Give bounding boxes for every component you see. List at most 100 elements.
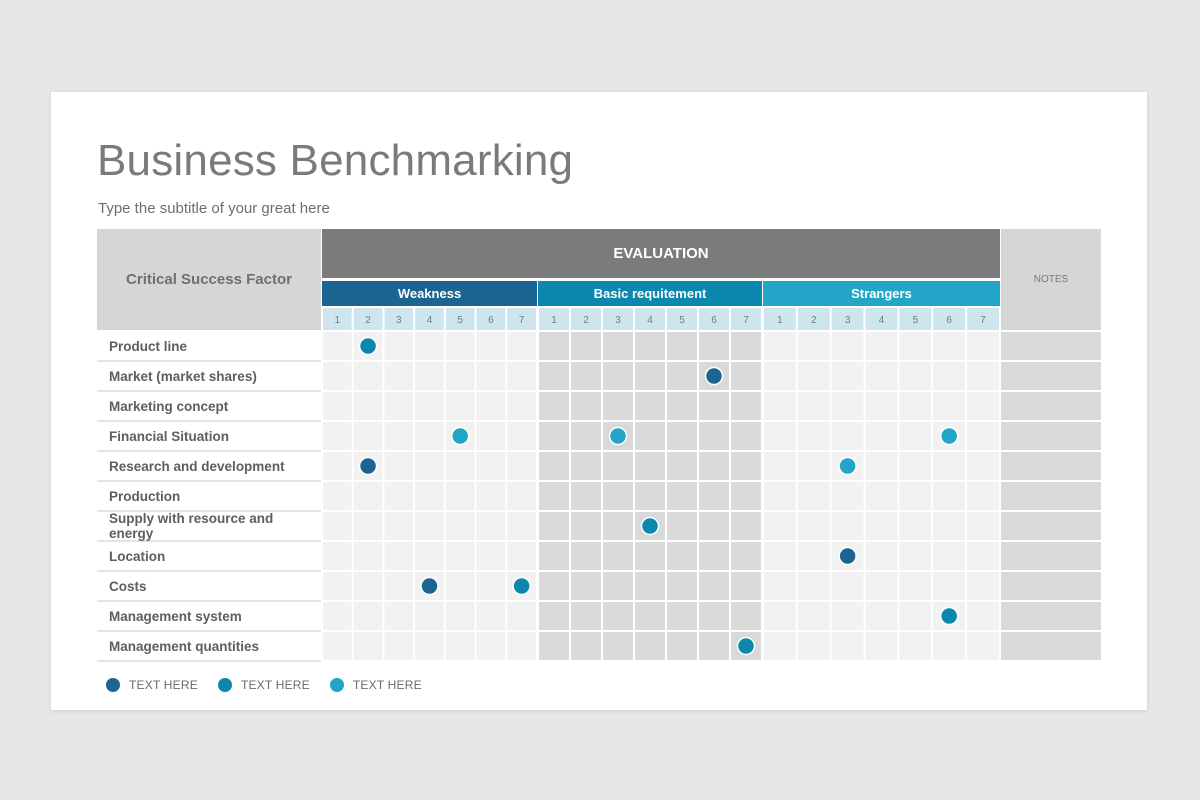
grid-cell: [571, 542, 601, 570]
notes-header: NOTES: [1001, 229, 1101, 330]
scale-cell: [797, 308, 830, 330]
grid-cell: [415, 362, 444, 390]
row-label: Supply with resource and energy: [97, 511, 321, 542]
grid-cell: [933, 362, 966, 390]
grid-cell: [699, 452, 729, 480]
grid-cell: [699, 482, 729, 510]
grid-cell: [539, 392, 569, 420]
group-header-2: Strangers: [763, 281, 1000, 306]
grid-cell: [635, 632, 665, 660]
grid-cell: [967, 392, 999, 420]
grid-cell: [933, 332, 966, 360]
grid-cell: [667, 392, 697, 420]
grid-cell: [865, 572, 898, 600]
grid-cell: [635, 392, 665, 420]
grid-cell: [353, 482, 383, 510]
grid-cell: [865, 512, 898, 540]
grid-cell: [899, 482, 932, 510]
grid-cell: [899, 602, 932, 630]
legend-label: TEXT HERE: [129, 678, 198, 692]
grid-cell: [764, 602, 796, 630]
grid-cell: [635, 572, 665, 600]
grid-cell: [797, 452, 830, 480]
grid-cell: [415, 452, 444, 480]
grid-cell: [384, 362, 414, 390]
grid-cell: [831, 602, 864, 630]
scale-label: 4: [879, 315, 885, 326]
grid-cell: [323, 512, 352, 540]
critical-success-factor-header: Critical Success Factor: [97, 229, 321, 330]
grid-cell: [699, 602, 729, 630]
grid-cell: [507, 602, 536, 630]
notes-cell: [1001, 362, 1101, 390]
scale-cell: [899, 308, 932, 330]
grid-cell: [603, 542, 633, 570]
scale-label: 6: [711, 315, 717, 326]
scale-label: 3: [396, 315, 402, 326]
scale-cell: [635, 308, 665, 330]
grid-cell: [323, 452, 352, 480]
grid-cell: [667, 482, 697, 510]
scale-cell: [967, 308, 999, 330]
grid-cell: [667, 632, 697, 660]
grid-cell: [764, 512, 796, 540]
grid-cell: [539, 512, 569, 540]
grid-cell: [445, 602, 475, 630]
grid-cell: [445, 632, 475, 660]
grid-cell: [899, 452, 932, 480]
evaluation-point: [512, 576, 531, 596]
grid-cell: [603, 572, 633, 600]
row-label: Market (market shares): [97, 362, 321, 392]
grid-cell: [731, 332, 761, 360]
row-label: Marketing concept: [97, 392, 321, 422]
grid-cell: [539, 362, 569, 390]
grid-cell: [384, 602, 414, 630]
notes-cell: [1001, 422, 1101, 450]
row-label: Management quantities: [97, 632, 321, 662]
grid-cell: [445, 362, 475, 390]
scale-cell: [415, 308, 444, 330]
grid-cell: [571, 392, 601, 420]
grid-cell: [764, 362, 796, 390]
grid-cell: [323, 482, 352, 510]
grid-cell: [933, 452, 966, 480]
grid-cell: [797, 362, 830, 390]
grid-cell: [603, 602, 633, 630]
evaluation-point: [838, 456, 857, 476]
grid-cell: [571, 572, 601, 600]
grid-cell: [353, 422, 383, 450]
scale-cell: [933, 308, 966, 330]
grid-cell: [476, 332, 506, 360]
grid-cell: [764, 632, 796, 660]
grid-cell: [967, 542, 999, 570]
scale-label: 5: [679, 315, 685, 326]
grid-cell: [571, 422, 601, 450]
scale-label: 5: [457, 315, 463, 326]
grid-cell: [384, 452, 414, 480]
grid-cell: [539, 332, 569, 360]
grid-cell: [797, 572, 830, 600]
grid-cell: [507, 542, 536, 570]
grid-cell: [967, 572, 999, 600]
grid-cell: [476, 542, 506, 570]
grid-cell: [571, 482, 601, 510]
notes-cell: [1001, 572, 1101, 600]
grid-cell: [323, 632, 352, 660]
grid-cell: [445, 512, 475, 540]
grid-cell: [635, 452, 665, 480]
row-label: Product line: [97, 332, 321, 362]
scale-label: 5: [913, 315, 919, 326]
scale-cell: [764, 308, 796, 330]
grid-cell: [539, 632, 569, 660]
grid-cell: [445, 392, 475, 420]
grid-cell: [571, 512, 601, 540]
grid-cell: [384, 572, 414, 600]
grid-cell: [797, 392, 830, 420]
grid-cell: [539, 602, 569, 630]
grid-cell: [933, 542, 966, 570]
grid-cell: [667, 452, 697, 480]
grid-cell: [699, 542, 729, 570]
grid-cell: [667, 542, 697, 570]
grid-cell: [476, 602, 506, 630]
grid-cell: [797, 632, 830, 660]
